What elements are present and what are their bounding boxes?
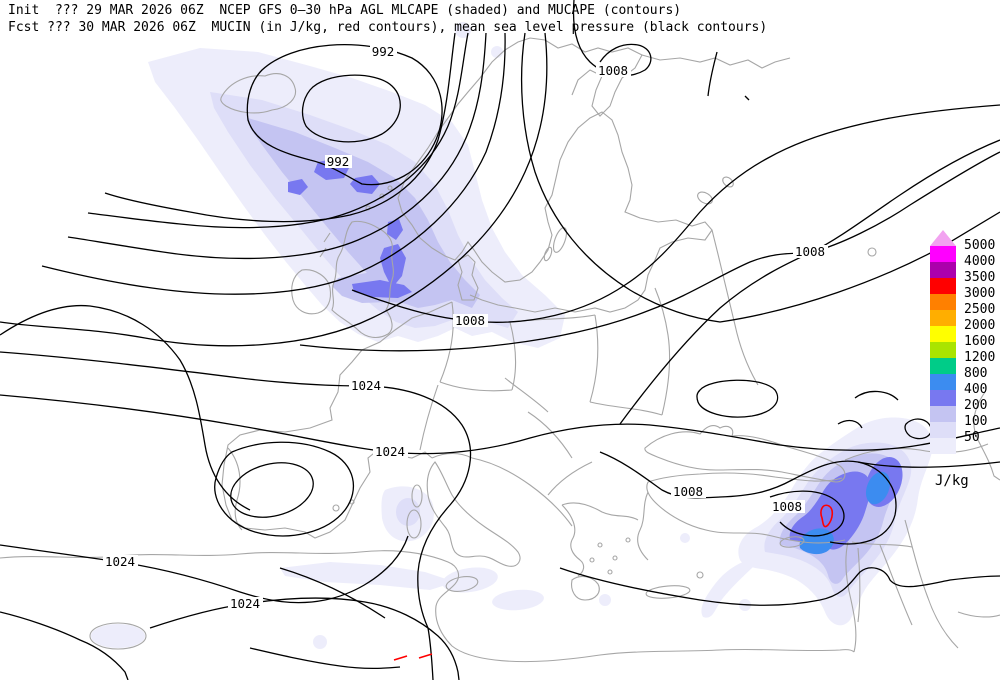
legend-entry: 50 (930, 430, 980, 454)
isobar-labels: 992 1008 992 1008 1008 1024 1024 1008 10… (103, 44, 828, 611)
legend-entry: 200 (930, 398, 987, 422)
isobar-label: 1024 (228, 596, 263, 611)
legend-value: 50 (964, 430, 980, 445)
init-time-title: Init ??? 29 MAR 2026 06Z NCEP GFS 0–30 h… (8, 3, 682, 18)
legend-value: 3000 (964, 286, 996, 301)
isobar-label: 1024 (373, 444, 408, 459)
legend-swatch (930, 326, 956, 342)
legend-entry: 2000 (930, 318, 995, 342)
legend-value: 4000 (964, 254, 996, 269)
isobar-label: 992 (325, 154, 352, 169)
isobar-label: 1008 (793, 244, 828, 259)
legend-entry: 5000 (930, 238, 995, 262)
svg-text:1008: 1008 (772, 499, 802, 514)
legend-overflow-triangle (930, 230, 956, 246)
legend-swatch (930, 342, 956, 358)
legend-value: 3500 (964, 270, 996, 285)
legend-value: 400 (964, 382, 988, 397)
legend-swatch (930, 390, 956, 406)
legend-swatch (930, 422, 956, 438)
legend-swatch (930, 246, 956, 262)
legend-swatch (930, 278, 956, 294)
isobar-label: 992 (370, 44, 397, 59)
svg-text:1008: 1008 (673, 484, 703, 499)
legend-swatch (930, 310, 956, 326)
legend-value: 1200 (964, 350, 996, 365)
isobar-label: 1008 (453, 313, 488, 328)
svg-text:1008: 1008 (598, 63, 628, 78)
svg-text:1008: 1008 (795, 244, 825, 259)
legend-value: 2000 (964, 318, 996, 333)
svg-text:1024: 1024 (105, 554, 135, 569)
svg-text:1024: 1024 (230, 596, 260, 611)
legend-entry: 400 (930, 382, 987, 406)
legend-entry: 100 (930, 414, 987, 438)
legend-swatch (930, 406, 956, 422)
cape-legend: 5000 4000 3500 3000 2500 2000 1600 1200 … (930, 230, 995, 454)
legend-entry: 1200 (930, 350, 995, 374)
svg-text:1024: 1024 (375, 444, 405, 459)
legend-swatch (930, 294, 956, 310)
legend-entry: 1600 (930, 334, 995, 358)
legend-unit-label: J/kg (935, 473, 969, 489)
svg-text:992: 992 (327, 154, 350, 169)
legend-swatch (930, 438, 956, 454)
coastline-layer (0, 37, 1000, 663)
svg-text:1008: 1008 (455, 313, 485, 328)
forecast-time-title: Fcst ??? 30 MAR 2026 06Z MUCIN (in J/kg,… (8, 20, 768, 35)
isobar-label: 1024 (349, 378, 384, 393)
isobar-label: 1024 (103, 554, 138, 569)
mucin-contour-layer (393, 504, 834, 661)
legend-value: 2500 (964, 302, 996, 317)
legend-entry: 3500 (930, 270, 995, 294)
isobar-label: 1008 (596, 63, 631, 78)
legend-value: 100 (964, 414, 988, 429)
legend-swatch (930, 262, 956, 278)
legend-value: 800 (964, 366, 988, 381)
legend-value: 200 (964, 398, 988, 413)
isobar-label: 1008 (770, 499, 805, 514)
legend-value: 1600 (964, 334, 996, 349)
legend-entry: 3000 (930, 286, 995, 310)
svg-text:1024: 1024 (351, 378, 381, 393)
legend-swatch (930, 374, 956, 390)
cape-shading-layer (91, 22, 933, 649)
legend-entry: 4000 (930, 254, 995, 278)
legend-value: 5000 (964, 238, 996, 253)
legend-entry: 800 (930, 366, 987, 390)
svg-text:992: 992 (372, 44, 395, 59)
legend-swatch (930, 358, 956, 374)
isobar-label: 1008 (671, 484, 706, 499)
legend-entry: 2500 (930, 302, 995, 326)
